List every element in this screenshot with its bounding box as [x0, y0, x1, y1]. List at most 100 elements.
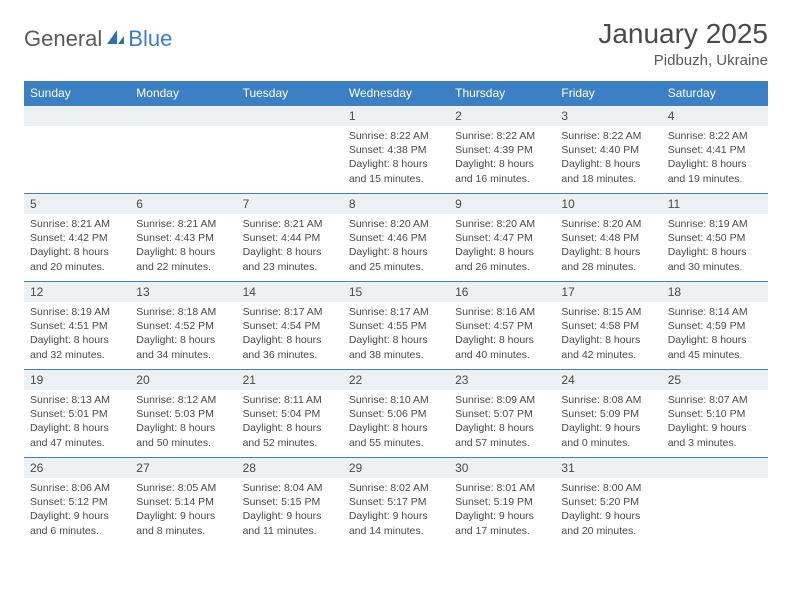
calendar-day-cell: 23Sunrise: 8:09 AMSunset: 5:07 PMDayligh…: [449, 370, 555, 458]
day-number: 1: [343, 106, 449, 126]
title-block: January 2025 Pidbuzh, Ukraine: [598, 18, 768, 69]
calendar-week-row: 12Sunrise: 8:19 AMSunset: 4:51 PMDayligh…: [24, 282, 768, 370]
calendar-day-cell: 11Sunrise: 8:19 AMSunset: 4:50 PMDayligh…: [662, 194, 768, 282]
day-number: 10: [555, 194, 661, 214]
day-details: Sunrise: 8:10 AMSunset: 5:06 PMDaylight:…: [343, 390, 449, 456]
calendar-day-cell: 19Sunrise: 8:13 AMSunset: 5:01 PMDayligh…: [24, 370, 130, 458]
calendar-day-cell: 31Sunrise: 8:00 AMSunset: 5:20 PMDayligh…: [555, 458, 661, 546]
day-details: Sunrise: 8:22 AMSunset: 4:40 PMDaylight:…: [555, 126, 661, 192]
calendar-table: SundayMondayTuesdayWednesdayThursdayFrid…: [24, 81, 768, 546]
calendar-day-cell: 24Sunrise: 8:08 AMSunset: 5:09 PMDayligh…: [555, 370, 661, 458]
day-details: Sunrise: 8:15 AMSunset: 4:58 PMDaylight:…: [555, 302, 661, 368]
day-number: 27: [130, 458, 236, 478]
day-number: 26: [24, 458, 130, 478]
calendar-day-cell: 17Sunrise: 8:15 AMSunset: 4:58 PMDayligh…: [555, 282, 661, 370]
calendar-day-cell: 6Sunrise: 8:21 AMSunset: 4:43 PMDaylight…: [130, 194, 236, 282]
day-number: 12: [24, 282, 130, 302]
day-details: Sunrise: 8:04 AMSunset: 5:15 PMDaylight:…: [237, 478, 343, 544]
day-number: 4: [662, 106, 768, 126]
day-number: 25: [662, 370, 768, 390]
day-details: Sunrise: 8:07 AMSunset: 5:10 PMDaylight:…: [662, 390, 768, 456]
page-header: General Blue January 2025 Pidbuzh, Ukrai…: [24, 18, 768, 69]
calendar-day-cell: 2Sunrise: 8:22 AMSunset: 4:39 PMDaylight…: [449, 106, 555, 194]
day-number: 30: [449, 458, 555, 478]
weekday-header: Saturday: [662, 81, 768, 106]
weekday-header: Sunday: [24, 81, 130, 106]
calendar-day-cell: 4Sunrise: 8:22 AMSunset: 4:41 PMDaylight…: [662, 106, 768, 194]
calendar-day-cell: 20Sunrise: 8:12 AMSunset: 5:03 PMDayligh…: [130, 370, 236, 458]
calendar-day-cell: 10Sunrise: 8:20 AMSunset: 4:48 PMDayligh…: [555, 194, 661, 282]
calendar-empty-cell: [237, 106, 343, 194]
calendar-day-cell: 15Sunrise: 8:17 AMSunset: 4:55 PMDayligh…: [343, 282, 449, 370]
day-number: 23: [449, 370, 555, 390]
calendar-day-cell: 21Sunrise: 8:11 AMSunset: 5:04 PMDayligh…: [237, 370, 343, 458]
day-details: Sunrise: 8:12 AMSunset: 5:03 PMDaylight:…: [130, 390, 236, 456]
calendar-head: SundayMondayTuesdayWednesdayThursdayFrid…: [24, 81, 768, 106]
day-number: 24: [555, 370, 661, 390]
weekday-header: Friday: [555, 81, 661, 106]
calendar-week-row: 19Sunrise: 8:13 AMSunset: 5:01 PMDayligh…: [24, 370, 768, 458]
day-number: 28: [237, 458, 343, 478]
day-details: Sunrise: 8:22 AMSunset: 4:39 PMDaylight:…: [449, 126, 555, 192]
calendar-day-cell: 26Sunrise: 8:06 AMSunset: 5:12 PMDayligh…: [24, 458, 130, 546]
day-details: Sunrise: 8:20 AMSunset: 4:47 PMDaylight:…: [449, 214, 555, 280]
calendar-day-cell: 18Sunrise: 8:14 AMSunset: 4:59 PMDayligh…: [662, 282, 768, 370]
calendar-day-cell: 29Sunrise: 8:02 AMSunset: 5:17 PMDayligh…: [343, 458, 449, 546]
day-details: Sunrise: 8:22 AMSunset: 4:41 PMDaylight:…: [662, 126, 768, 192]
weekday-header: Monday: [130, 81, 236, 106]
day-details: Sunrise: 8:17 AMSunset: 4:55 PMDaylight:…: [343, 302, 449, 368]
weekday-header: Wednesday: [343, 81, 449, 106]
calendar-empty-cell: [662, 458, 768, 546]
day-number: [24, 106, 130, 126]
day-details: Sunrise: 8:21 AMSunset: 4:43 PMDaylight:…: [130, 214, 236, 280]
day-details: Sunrise: 8:01 AMSunset: 5:19 PMDaylight:…: [449, 478, 555, 544]
calendar-day-cell: 25Sunrise: 8:07 AMSunset: 5:10 PMDayligh…: [662, 370, 768, 458]
location-label: Pidbuzh, Ukraine: [598, 52, 768, 69]
calendar-week-row: 26Sunrise: 8:06 AMSunset: 5:12 PMDayligh…: [24, 458, 768, 546]
calendar-week-row: 5Sunrise: 8:21 AMSunset: 4:42 PMDaylight…: [24, 194, 768, 282]
day-details: Sunrise: 8:09 AMSunset: 5:07 PMDaylight:…: [449, 390, 555, 456]
day-number: 9: [449, 194, 555, 214]
day-number: [130, 106, 236, 126]
calendar-empty-cell: [24, 106, 130, 194]
day-details: Sunrise: 8:22 AMSunset: 4:38 PMDaylight:…: [343, 126, 449, 192]
calendar-day-cell: 14Sunrise: 8:17 AMSunset: 4:54 PMDayligh…: [237, 282, 343, 370]
day-details: Sunrise: 8:00 AMSunset: 5:20 PMDaylight:…: [555, 478, 661, 544]
day-number: 31: [555, 458, 661, 478]
calendar-day-cell: 27Sunrise: 8:05 AMSunset: 5:14 PMDayligh…: [130, 458, 236, 546]
calendar-day-cell: 5Sunrise: 8:21 AMSunset: 4:42 PMDaylight…: [24, 194, 130, 282]
day-number: 8: [343, 194, 449, 214]
calendar-day-cell: 9Sunrise: 8:20 AMSunset: 4:47 PMDaylight…: [449, 194, 555, 282]
month-title: January 2025: [598, 18, 768, 50]
day-number: 18: [662, 282, 768, 302]
day-number: 6: [130, 194, 236, 214]
day-details: Sunrise: 8:16 AMSunset: 4:57 PMDaylight:…: [449, 302, 555, 368]
calendar-day-cell: 16Sunrise: 8:16 AMSunset: 4:57 PMDayligh…: [449, 282, 555, 370]
day-details: Sunrise: 8:02 AMSunset: 5:17 PMDaylight:…: [343, 478, 449, 544]
calendar-day-cell: 7Sunrise: 8:21 AMSunset: 4:44 PMDaylight…: [237, 194, 343, 282]
day-number: 20: [130, 370, 236, 390]
day-number: 29: [343, 458, 449, 478]
day-number: 11: [662, 194, 768, 214]
day-number: 17: [555, 282, 661, 302]
day-number: 13: [130, 282, 236, 302]
calendar-day-cell: 28Sunrise: 8:04 AMSunset: 5:15 PMDayligh…: [237, 458, 343, 546]
day-number: 15: [343, 282, 449, 302]
day-details: Sunrise: 8:19 AMSunset: 4:51 PMDaylight:…: [24, 302, 130, 368]
day-details: Sunrise: 8:17 AMSunset: 4:54 PMDaylight:…: [237, 302, 343, 368]
sail-icon: [105, 28, 125, 51]
calendar-day-cell: 12Sunrise: 8:19 AMSunset: 4:51 PMDayligh…: [24, 282, 130, 370]
calendar-empty-cell: [130, 106, 236, 194]
day-details: Sunrise: 8:20 AMSunset: 4:46 PMDaylight:…: [343, 214, 449, 280]
calendar-day-cell: 8Sunrise: 8:20 AMSunset: 4:46 PMDaylight…: [343, 194, 449, 282]
day-number: 16: [449, 282, 555, 302]
day-details: Sunrise: 8:21 AMSunset: 4:44 PMDaylight:…: [237, 214, 343, 280]
brand-text-blue: Blue: [128, 26, 172, 52]
calendar-day-cell: 1Sunrise: 8:22 AMSunset: 4:38 PMDaylight…: [343, 106, 449, 194]
day-details: Sunrise: 8:19 AMSunset: 4:50 PMDaylight:…: [662, 214, 768, 280]
calendar-day-cell: 3Sunrise: 8:22 AMSunset: 4:40 PMDaylight…: [555, 106, 661, 194]
day-number: 7: [237, 194, 343, 214]
weekday-row: SundayMondayTuesdayWednesdayThursdayFrid…: [24, 81, 768, 106]
brand-logo: General Blue: [24, 18, 172, 52]
day-details: Sunrise: 8:21 AMSunset: 4:42 PMDaylight:…: [24, 214, 130, 280]
